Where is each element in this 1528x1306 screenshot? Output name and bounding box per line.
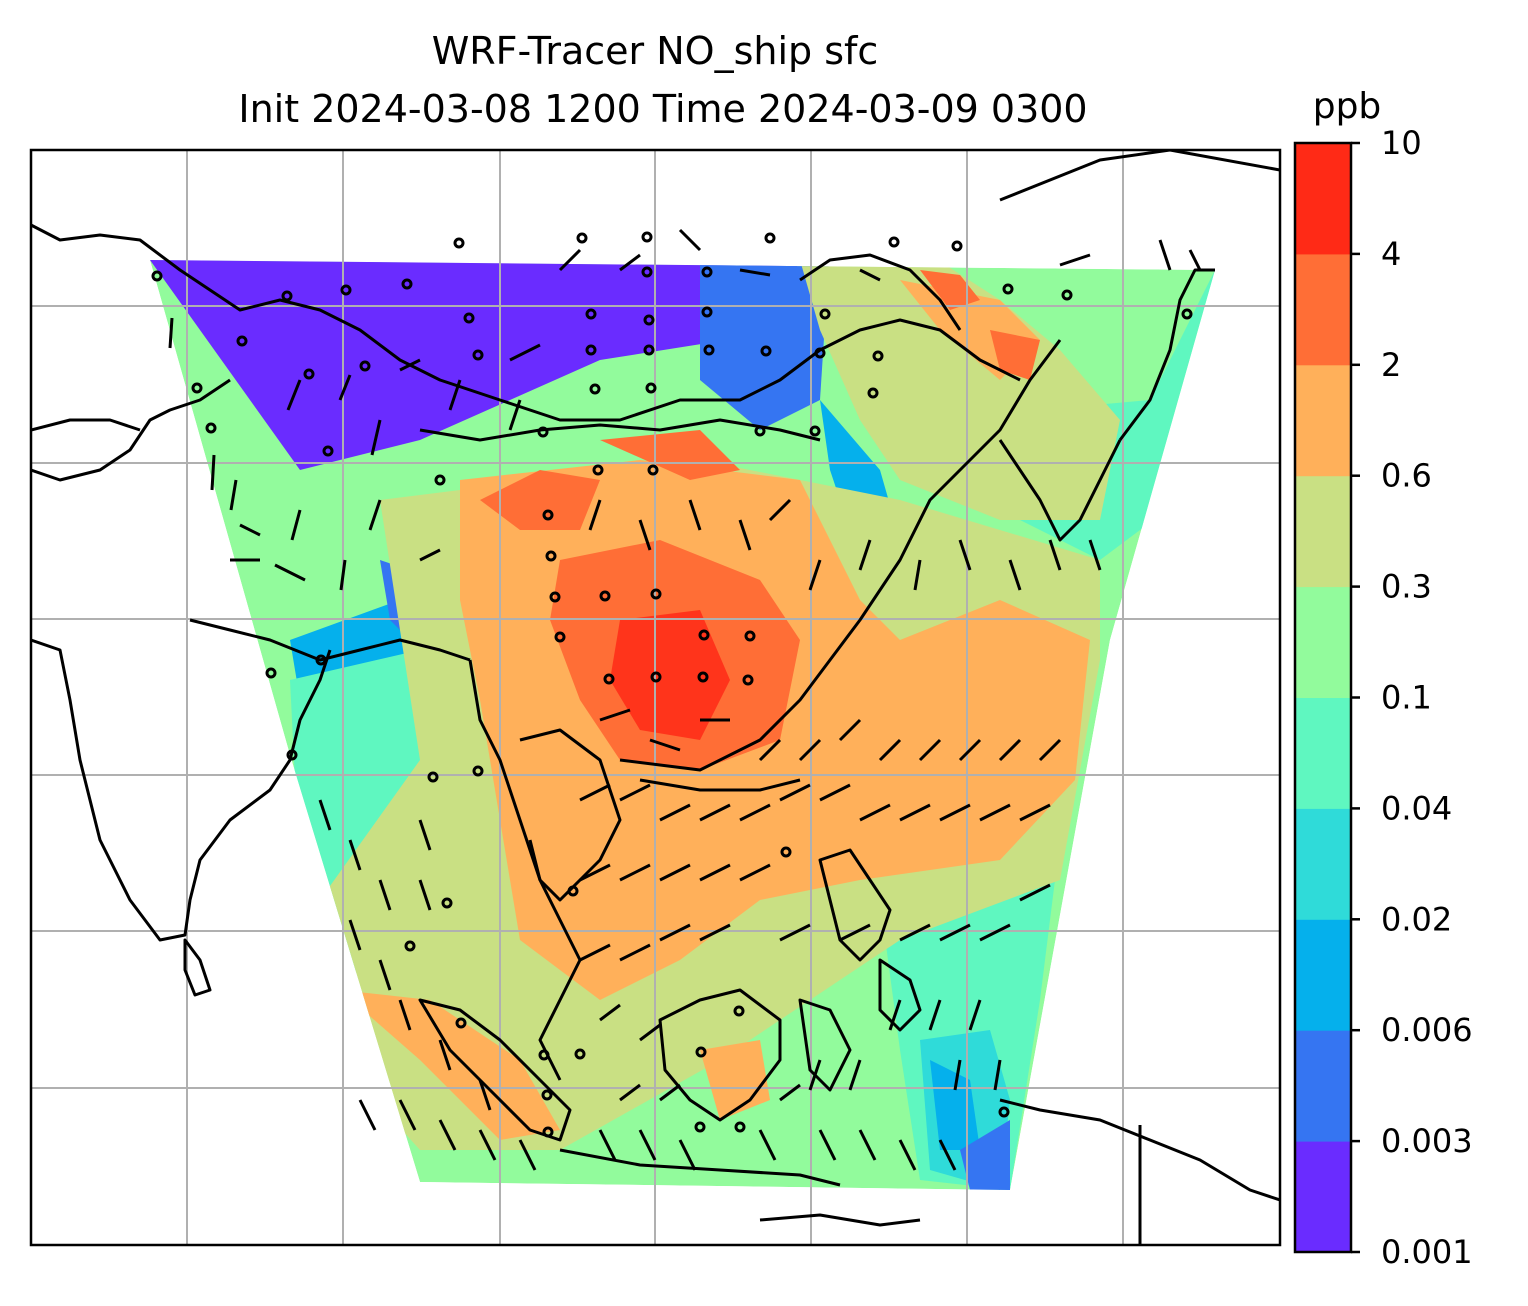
colorbar-tick-label: 4 — [1381, 235, 1401, 273]
colorbar-tick-label: 0.6 — [1381, 457, 1432, 495]
colorbar-unit-label: ppb — [1313, 86, 1382, 127]
colorbar-tick-label: 0.003 — [1381, 1122, 1473, 1160]
gridlines — [31, 150, 1280, 1245]
colorbar-tick-label: 0.1 — [1381, 679, 1432, 717]
map-title-line2: Init 2024-03-08 1200 Time 2024-03-09 030… — [238, 87, 1087, 131]
colorbar-bin-7 — [1295, 364, 1351, 477]
colorbar-tick-label: 0.02 — [1381, 900, 1452, 938]
colorbar-tick-label: 2 — [1381, 346, 1401, 384]
map-frame — [29, 148, 1282, 1247]
colorbar-tick-label: 0.04 — [1381, 789, 1452, 827]
colorbar-bin-1 — [1295, 1030, 1351, 1142]
map-title-line1: WRF-Tracer NO_ship sfc — [432, 29, 879, 73]
colorbar: 10 4 2 0.6 0.3 0.1 0.04 0.02 0.006 0.003 0.001 — [1293, 124, 1473, 1271]
map-panel — [31, 150, 1280, 1245]
coastlines — [31, 150, 1280, 1245]
colorbar-bin-5 — [1295, 586, 1351, 698]
colorbar-bin-9 — [1295, 143, 1351, 255]
colorbar-bin-3 — [1295, 808, 1351, 920]
colorbar-bin-0 — [1295, 1141, 1351, 1253]
colorbar-bin-2 — [1295, 919, 1351, 1031]
colorbar-tick-label: 10 — [1381, 124, 1422, 162]
colorbar-tick-label: 0.006 — [1381, 1011, 1473, 1049]
colorbar-tick-label: 0.001 — [1381, 1233, 1473, 1271]
colorbar-bin-8 — [1295, 253, 1351, 366]
colorbar-bin-4 — [1295, 697, 1351, 809]
wind-barbs — [151, 228, 1202, 1171]
colorbar-bin-6 — [1295, 475, 1351, 588]
colorbar-tick-label: 0.3 — [1381, 568, 1432, 606]
